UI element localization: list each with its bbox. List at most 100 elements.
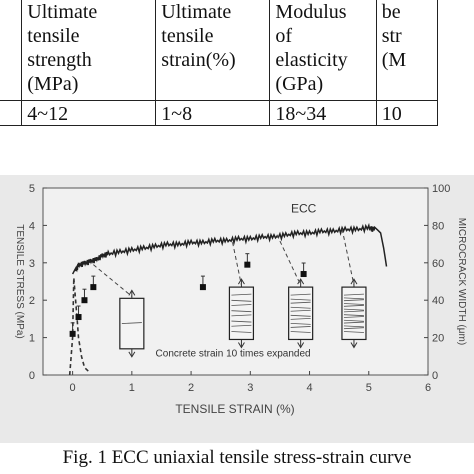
header-cell: Modulus of elasticity (GPa) bbox=[269, 0, 377, 101]
crack-line bbox=[343, 327, 364, 330]
header-line: (MPa) bbox=[27, 73, 79, 95]
crack-line bbox=[231, 324, 252, 327]
header-line: str bbox=[381, 25, 402, 47]
crack-line bbox=[290, 314, 311, 317]
crack-line bbox=[290, 301, 311, 304]
header-cell: Ultimate tensile strain(%) bbox=[155, 0, 271, 101]
crack-line bbox=[343, 297, 364, 300]
table-cell: 1~8 bbox=[155, 100, 271, 126]
crack-line bbox=[343, 310, 364, 313]
specimen-arrow-down bbox=[297, 342, 305, 349]
crack-line bbox=[290, 309, 311, 312]
table-cell: 18~34 bbox=[269, 100, 377, 126]
crack-line bbox=[231, 320, 252, 323]
x-tick-label: 4 bbox=[306, 382, 312, 394]
table-row: 4~12 1~8 18~34 10 bbox=[0, 100, 439, 126]
y-tick-label: 3 bbox=[29, 258, 35, 270]
header-line: Modulus bbox=[275, 1, 347, 23]
crack-width-point bbox=[69, 330, 76, 337]
specimen-arrow-down bbox=[128, 351, 136, 358]
specimen-box bbox=[341, 286, 367, 341]
header-line: Ultimate bbox=[27, 1, 98, 23]
crack-line bbox=[231, 293, 252, 296]
header-cell: h bbox=[0, 0, 23, 101]
crack-line bbox=[343, 321, 364, 324]
crack-line bbox=[231, 310, 252, 313]
specimen-arrow-up bbox=[297, 278, 305, 285]
specimen-arrow-down bbox=[237, 342, 245, 349]
specimen-arrow-up bbox=[237, 278, 245, 285]
x-tick-label: 5 bbox=[366, 382, 372, 394]
crack-line bbox=[290, 322, 311, 325]
header-line: strain(%) bbox=[161, 49, 236, 71]
specimen-arrow-up bbox=[350, 278, 358, 285]
x-tick-label: 2 bbox=[188, 382, 194, 394]
crack-line bbox=[343, 299, 364, 302]
x-tick-label: 3 bbox=[247, 382, 253, 394]
series-layer bbox=[68, 222, 388, 376]
y2-tick-label: 0 bbox=[432, 370, 438, 382]
table-cell bbox=[0, 100, 23, 126]
y2-tick-label: 60 bbox=[432, 258, 444, 270]
crack-width-point bbox=[90, 284, 97, 291]
crack-line bbox=[343, 303, 364, 305]
ecc-curve bbox=[71, 222, 388, 275]
header-cell: Ultimate tensile strength (MPa) bbox=[21, 0, 157, 101]
crack-line bbox=[290, 306, 311, 309]
y-tick-label: 2 bbox=[29, 295, 35, 307]
ecc-label: ECC bbox=[291, 201, 317, 215]
header-line: elasticity bbox=[275, 49, 348, 71]
crack-line bbox=[290, 326, 311, 328]
leader-line bbox=[232, 242, 242, 286]
crack-width-point bbox=[75, 314, 82, 321]
crack-pattern-boxes bbox=[93, 229, 367, 358]
header-line: of bbox=[275, 25, 293, 47]
table-cell: 4~12 bbox=[21, 100, 157, 126]
y-tick-label: 4 bbox=[29, 220, 35, 232]
header-line: strength bbox=[27, 49, 92, 71]
crack-line bbox=[231, 314, 252, 317]
crack-line bbox=[343, 304, 364, 307]
leader-line bbox=[276, 234, 302, 286]
specimen-box bbox=[228, 286, 255, 341]
header-line: tensile bbox=[27, 25, 80, 47]
crack-width-point bbox=[199, 284, 206, 291]
plot-area bbox=[42, 187, 429, 376]
y-tick-label: 1 bbox=[29, 333, 35, 345]
header-line: (GPa) bbox=[275, 73, 324, 95]
crack-width-points bbox=[69, 253, 307, 337]
leader-line bbox=[341, 229, 355, 286]
crack-line bbox=[343, 314, 364, 317]
figure-caption: Fig. 1 ECC uniaxial tensile stress-strai… bbox=[62, 447, 412, 468]
axis-ticks bbox=[43, 187, 429, 376]
crack-line bbox=[121, 322, 142, 324]
crack-line bbox=[231, 304, 252, 306]
header-line: be bbox=[381, 1, 401, 23]
specimen-arrow-up bbox=[128, 289, 136, 296]
crack-line bbox=[343, 319, 364, 322]
specimen-arrow-down bbox=[350, 342, 358, 349]
crack-line bbox=[343, 293, 364, 296]
y2-tick-label: 80 bbox=[432, 220, 444, 232]
x-tick-label: 6 bbox=[425, 382, 431, 394]
y2-axis-label: MICROCRACK WIDTH (μm) bbox=[456, 218, 467, 345]
crack-line bbox=[343, 308, 364, 311]
crack-line bbox=[290, 317, 311, 320]
crack-line bbox=[231, 299, 252, 302]
crack-line bbox=[343, 325, 364, 328]
crack-line bbox=[290, 298, 311, 301]
crack-line bbox=[290, 331, 311, 333]
crack-line bbox=[343, 331, 364, 333]
header-cell: be str (M bbox=[375, 0, 439, 101]
crack-line bbox=[343, 316, 364, 318]
header-line: Ultimate bbox=[161, 1, 232, 23]
crack-width-point bbox=[244, 261, 251, 268]
specimen-box bbox=[288, 286, 314, 341]
y2-tick-label: 40 bbox=[432, 295, 444, 307]
x-tick-label: 1 bbox=[129, 382, 135, 394]
